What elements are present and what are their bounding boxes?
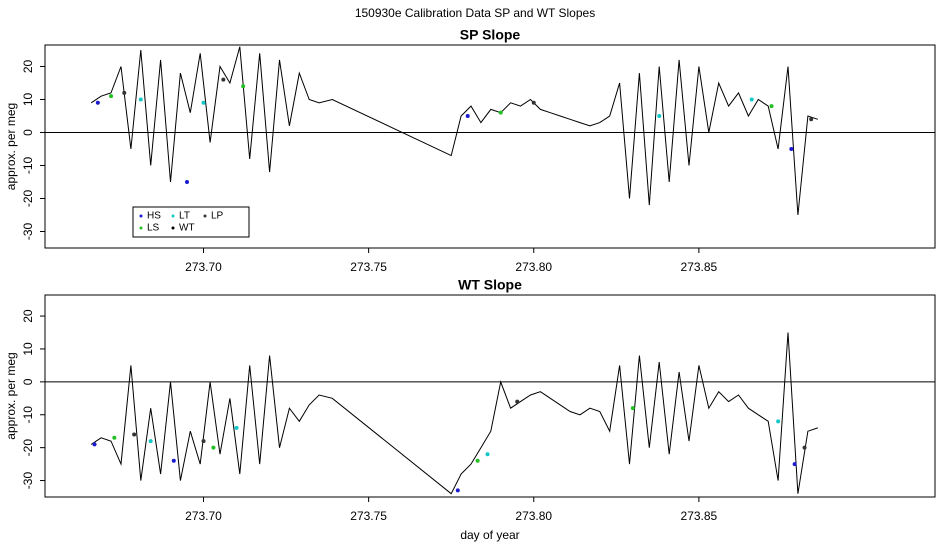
legend-box [132, 206, 250, 238]
legend-marker [139, 214, 143, 218]
data-point [531, 100, 536, 105]
legend-label: LS [147, 223, 160, 234]
data-point [455, 488, 460, 493]
y-tick-label: -10 [21, 406, 35, 424]
data-point [485, 452, 490, 457]
x-tick-label: 273.85 [681, 260, 718, 274]
data-point [171, 458, 176, 463]
chart-title: WT Slope [458, 277, 522, 293]
y-tick-label: 10 [21, 92, 35, 106]
data-point [515, 399, 520, 404]
data-point [132, 432, 137, 437]
data-point [749, 97, 754, 102]
data-point [138, 97, 143, 102]
data-point [630, 406, 635, 411]
y-tick-label: -10 [21, 156, 35, 174]
data-point [201, 439, 206, 444]
y-tick-label: -30 [21, 472, 35, 490]
y-tick-label: 10 [21, 342, 35, 356]
y-axis-label: approx. per meg [4, 352, 18, 439]
legend-marker [203, 214, 207, 218]
data-point [465, 113, 470, 118]
plot-frame [44, 44, 936, 249]
data-point [769, 104, 774, 109]
x-tick-label: 273.80 [515, 260, 552, 274]
data-point [792, 462, 797, 467]
data-point [475, 458, 480, 463]
data-point [201, 100, 206, 105]
page-title: 150930e Calibration Data SP and WT Slope… [355, 6, 595, 20]
data-point [789, 146, 794, 151]
x-tick-label: 273.75 [350, 260, 387, 274]
data-point [122, 90, 127, 95]
y-tick-label: 0 [21, 129, 35, 136]
data-point [211, 445, 216, 450]
legend-label: WT [179, 223, 195, 234]
data-point [95, 100, 100, 105]
legend-marker [171, 214, 175, 218]
y-tick-label: 20 [21, 59, 35, 73]
data-point [802, 445, 807, 450]
y-tick-label: -30 [21, 222, 35, 240]
data-line [90, 46, 818, 216]
legend-label: LP [211, 211, 224, 222]
legend-marker [139, 226, 143, 230]
x-tick-label: 273.70 [185, 260, 222, 274]
chart-title: SP Slope [460, 27, 521, 43]
data-point [809, 117, 814, 122]
data-line [90, 332, 818, 495]
data-point [92, 442, 97, 447]
legend-label: LT [179, 211, 190, 222]
plot-frame [44, 294, 936, 498]
y-tick-label: -20 [21, 189, 35, 207]
x-tick-label: 273.70 [185, 509, 222, 523]
x-tick-label: 273.80 [515, 509, 552, 523]
legend-label: HS [147, 211, 161, 222]
data-point [657, 113, 662, 118]
data-point [148, 439, 153, 444]
x-axis-label: day of year [460, 528, 519, 542]
y-axis-label: approx. per meg [4, 103, 18, 190]
data-point [109, 94, 114, 99]
data-point [221, 77, 226, 82]
data-point [776, 419, 781, 424]
legend-marker [171, 226, 175, 230]
data-point [498, 110, 503, 115]
y-tick-label: 0 [21, 378, 35, 385]
x-tick-label: 273.75 [350, 509, 387, 523]
data-point [185, 179, 190, 184]
y-tick-label: -20 [21, 439, 35, 457]
x-tick-label: 273.85 [681, 509, 718, 523]
data-point [234, 425, 239, 430]
data-point [241, 84, 246, 89]
data-point [112, 435, 117, 440]
y-tick-label: 20 [21, 309, 35, 323]
